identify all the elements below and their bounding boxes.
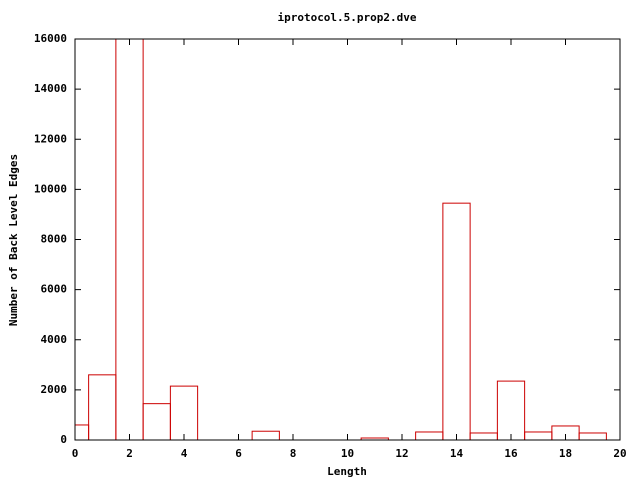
- x-tick-label: 18: [559, 447, 572, 460]
- y-tick-label: 4000: [41, 333, 68, 346]
- y-tick-label: 0: [60, 433, 67, 446]
- x-axis-label: Length: [327, 465, 367, 478]
- y-tick-label: 14000: [34, 82, 67, 95]
- x-tick-label: 6: [235, 447, 242, 460]
- bar: [88, 374, 117, 440]
- plot-border: [74, 38, 621, 441]
- x-tick-label: 10: [341, 447, 354, 460]
- bars: [75, 39, 607, 440]
- y-tick-label: 10000: [34, 182, 67, 195]
- x-tick-label: 14: [450, 447, 464, 460]
- x-tick-label: 16: [504, 447, 518, 460]
- bar: [496, 380, 526, 440]
- bar: [169, 385, 199, 440]
- y-tick-label: 6000: [41, 283, 68, 296]
- bar: [115, 39, 144, 440]
- x-tick-label: 8: [290, 447, 297, 460]
- x-tick-label: 0: [72, 447, 79, 460]
- x-tick-label: 2: [126, 447, 133, 460]
- bar: [142, 403, 171, 440]
- bar: [469, 432, 498, 440]
- y-tick-label: 2000: [41, 383, 68, 396]
- x-tick-label: 20: [613, 447, 626, 460]
- chart-title: iprotocol.5.prop2.dve: [277, 11, 416, 24]
- x-tick-label: 12: [395, 447, 408, 460]
- y-tick-label: 8000: [41, 233, 68, 246]
- bar: [415, 431, 444, 440]
- bar: [251, 430, 280, 440]
- bar: [442, 202, 471, 440]
- x-tick-label: 4: [181, 447, 188, 460]
- y-axis-label: Number of Back Level Edges: [7, 154, 20, 326]
- bar: [524, 431, 553, 440]
- y-tick-label: 16000: [34, 32, 67, 45]
- y-tick-label: 12000: [34, 132, 67, 145]
- bar: [578, 432, 607, 440]
